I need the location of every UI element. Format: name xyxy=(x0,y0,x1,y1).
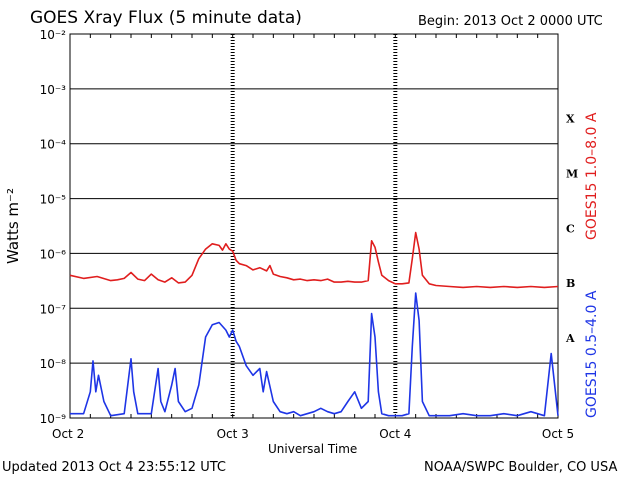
flare-class-label: C xyxy=(566,222,575,235)
y-tick-label: 10⁻⁹ xyxy=(40,412,67,426)
flare-class-label: M xyxy=(566,167,578,180)
series-line-long xyxy=(69,231,559,289)
y-tick-label: 10⁻⁷ xyxy=(40,302,67,316)
x-tick-label: Oct 2 xyxy=(52,427,84,441)
y-tick-label: 10⁻⁶ xyxy=(40,247,67,261)
begin-time: Begin: 2013 Oct 2 0000 UTC xyxy=(418,14,603,29)
y-tick-label: 10⁻⁸ xyxy=(40,357,67,371)
y-tick-label: 10⁻⁵ xyxy=(40,193,67,207)
legend-short-channel: GOES15 0.5–4.0 A xyxy=(584,290,600,418)
y-tick-label: 10⁻² xyxy=(40,28,67,42)
series-line-short xyxy=(70,292,559,417)
legend-long-channel: GOES15 1.0–8.0 A xyxy=(584,112,600,240)
y-tick-label: 10⁻⁴ xyxy=(40,138,67,152)
x-tick-label: Oct 4 xyxy=(379,427,411,441)
flare-class-label: A xyxy=(565,332,575,345)
chart-title: GOES Xray Flux (5 minute data) xyxy=(30,8,302,28)
x-tick-label: Oct 5 xyxy=(542,427,574,441)
x-axis-label: Universal Time xyxy=(268,442,358,456)
y-axis-label: Watts m⁻² xyxy=(4,188,22,264)
updated-timestamp: Updated 2013 Oct 4 23:55:12 UTC xyxy=(2,460,226,475)
credit-line: NOAA/SWPC Boulder, CO USA xyxy=(424,460,618,475)
plot-frame xyxy=(69,33,559,419)
flare-class-label: X xyxy=(566,113,575,126)
x-tick-label: Oct 3 xyxy=(217,427,249,441)
y-tick-label: 10⁻³ xyxy=(40,83,67,97)
flare-class-label: B xyxy=(566,277,575,290)
